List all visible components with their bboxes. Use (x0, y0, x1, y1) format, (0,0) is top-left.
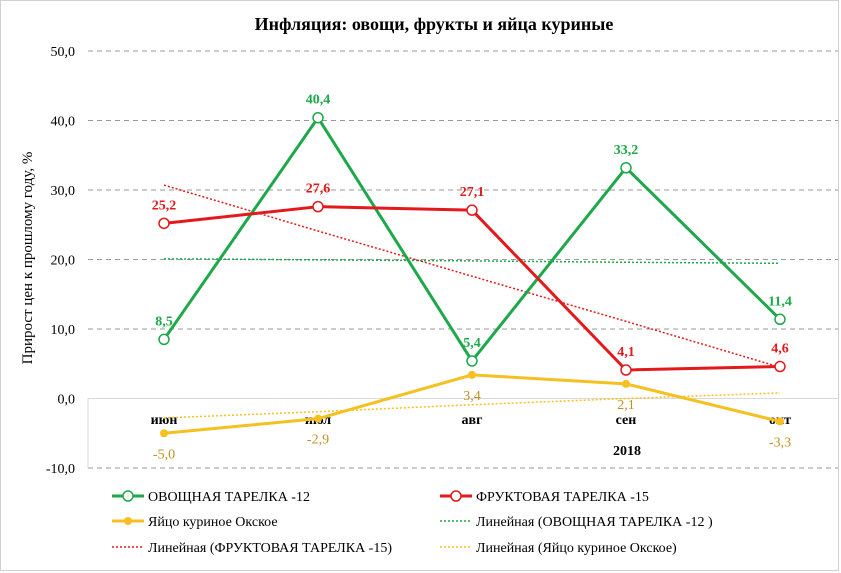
data-point (466, 204, 478, 216)
data-point (312, 200, 324, 213)
legend-marker (122, 490, 134, 502)
data-point (774, 313, 786, 326)
data-label: 5,4 (463, 336, 481, 351)
data-point (160, 429, 168, 438)
data-label: 25,2 (152, 198, 177, 213)
trendline-2 (163, 184, 781, 368)
data-label: 27,1 (460, 185, 485, 200)
data-point (314, 414, 322, 423)
legend-item: Линейная (ФРУКТОВАЯ ТАРЕЛКА -15) (112, 541, 392, 556)
data-label: -2,9 (307, 433, 329, 448)
legend-label: Линейная (Яйцо куриное Окское) (476, 541, 677, 556)
data-label: 11,4 (768, 294, 792, 309)
data-label: 40,4 (306, 93, 331, 108)
data-label: 8,5 (155, 314, 173, 329)
data-point (620, 162, 632, 174)
trendline-1 (163, 258, 781, 265)
y-tick-label: -10,0 (46, 462, 75, 477)
legend-marker (124, 517, 132, 525)
y-tick-label: 30,0 (51, 184, 76, 199)
x-axis-year-label: 2018 (613, 444, 641, 459)
legend-label: Линейная (ОВОЩНАЯ ТАРЕЛКА -12 ) (476, 515, 713, 530)
data-label: 3,4 (463, 389, 481, 404)
legend-item: Линейная (Яйцо куриное Окское) (440, 541, 677, 556)
data-label: 33,2 (614, 143, 639, 158)
x-tick-label: сен (616, 413, 637, 428)
chart-title: Инфляция: овощи, фрукты и яйца куриные (255, 14, 614, 34)
data-point (312, 111, 324, 124)
data-label: 4,6 (771, 342, 789, 357)
legend-label: Яйцо куриное Окское (148, 515, 278, 530)
legend-label: ОВОЩНАЯ ТАРЕЛКА -12 (148, 490, 310, 505)
x-tick-label: авг (462, 413, 483, 428)
legend-item: ОВОЩНАЯ ТАРЕЛКА -12 (112, 490, 310, 505)
data-point (466, 355, 478, 367)
data-point (468, 370, 476, 379)
data-label: -5,0 (153, 447, 175, 462)
legend-item: Линейная (ОВОЩНАЯ ТАРЕЛКА -12 ) (440, 515, 713, 530)
y-tick-label: 10,0 (51, 323, 76, 338)
data-point (622, 379, 630, 388)
legend-item: ФРУКТОВАЯ ТАРЕЛКА -15 (440, 490, 649, 505)
legend-item: Яйцо куриное Окское (112, 515, 278, 530)
data-label: -3,3 (769, 435, 791, 450)
legend-label: Линейная (ФРУКТОВАЯ ТАРЕЛКА -15) (148, 541, 392, 556)
data-point (158, 217, 170, 230)
y-tick-label: 0,0 (58, 393, 76, 408)
y-tick-label: 20,0 (51, 254, 76, 269)
legend-label: ФРУКТОВАЯ ТАРЕЛКА -15 (476, 490, 649, 505)
data-point (776, 417, 784, 426)
y-tick-label: 40,0 (51, 115, 76, 130)
x-tick-label: июн (151, 413, 178, 428)
data-label: 4,1 (617, 345, 635, 360)
legend-marker (450, 490, 462, 502)
data-point (774, 360, 786, 373)
y-tick-label: 50,0 (51, 45, 76, 60)
series-line-1 (162, 116, 782, 363)
data-label: 27,6 (306, 182, 331, 197)
data-point (620, 364, 632, 376)
data-label: 2,1 (617, 398, 635, 413)
data-point (158, 333, 170, 346)
y-axis-label: Прирост цен к прошлому году, % (20, 152, 36, 365)
